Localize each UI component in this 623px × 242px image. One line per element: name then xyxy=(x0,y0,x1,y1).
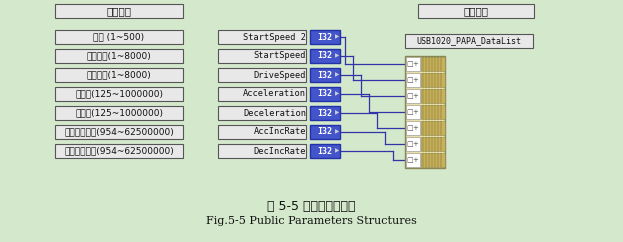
Bar xyxy=(55,106,183,120)
Text: Acceleration: Acceleration xyxy=(243,90,306,98)
Bar xyxy=(55,4,183,18)
Text: □: □ xyxy=(407,109,413,115)
Text: 倍率 (1~500): 倍率 (1~500) xyxy=(93,32,145,41)
Bar xyxy=(406,137,420,151)
Text: 初始速度(1~8000): 初始速度(1~8000) xyxy=(87,52,151,60)
Text: ▶: ▶ xyxy=(335,111,339,115)
Bar xyxy=(55,30,183,44)
Text: ▶: ▶ xyxy=(335,73,339,77)
Bar xyxy=(418,4,534,18)
Text: 硬件参数: 硬件参数 xyxy=(107,6,131,16)
Text: Deceleration: Deceleration xyxy=(243,108,306,118)
Bar xyxy=(310,49,340,63)
Text: □: □ xyxy=(407,141,413,147)
Bar xyxy=(218,68,306,82)
Bar xyxy=(310,144,340,158)
Bar xyxy=(406,89,420,103)
Bar xyxy=(218,125,306,139)
Text: +: + xyxy=(412,61,418,67)
Bar xyxy=(406,121,420,135)
Bar xyxy=(310,68,340,82)
Text: 驱动速度(1~8000): 驱动速度(1~8000) xyxy=(87,70,151,80)
Text: ▶: ▶ xyxy=(335,129,339,135)
Text: StartSpeed 2: StartSpeed 2 xyxy=(243,32,306,41)
Text: +: + xyxy=(412,93,418,99)
Bar xyxy=(55,68,183,82)
Text: DecIncRate: DecIncRate xyxy=(254,146,306,156)
Bar xyxy=(421,105,445,119)
Text: 减速度(125~1000000): 减速度(125~1000000) xyxy=(75,108,163,118)
Bar xyxy=(55,49,183,63)
Text: I32: I32 xyxy=(318,52,333,60)
Bar xyxy=(310,125,340,139)
Text: DriveSpeed: DriveSpeed xyxy=(254,70,306,80)
Bar xyxy=(406,73,420,87)
Bar xyxy=(218,144,306,158)
Bar xyxy=(310,87,340,101)
Bar xyxy=(218,87,306,101)
Text: 加速度(125~1000000): 加速度(125~1000000) xyxy=(75,90,163,98)
Bar xyxy=(310,106,340,120)
Text: I32: I32 xyxy=(318,90,333,98)
Text: □: □ xyxy=(407,61,413,67)
Bar xyxy=(218,49,306,63)
Text: I32: I32 xyxy=(318,32,333,41)
Bar xyxy=(218,106,306,120)
Bar xyxy=(405,34,533,48)
Bar xyxy=(421,57,445,71)
Bar xyxy=(421,121,445,135)
Text: ▶: ▶ xyxy=(335,149,339,153)
Text: 加速度变化率(954~62500000): 加速度变化率(954~62500000) xyxy=(64,128,174,136)
Text: USB1020_PAPA_DataList: USB1020_PAPA_DataList xyxy=(417,37,521,45)
Bar xyxy=(55,125,183,139)
Text: I32: I32 xyxy=(318,70,333,80)
Text: StartSpeed: StartSpeed xyxy=(254,52,306,60)
Text: 公用参数: 公用参数 xyxy=(464,6,488,16)
Text: ▶: ▶ xyxy=(335,35,339,39)
Text: I32: I32 xyxy=(318,146,333,156)
Text: □: □ xyxy=(407,77,413,83)
Text: +: + xyxy=(412,77,418,83)
Bar xyxy=(55,144,183,158)
Bar xyxy=(218,30,306,44)
Bar xyxy=(55,87,183,101)
Bar xyxy=(405,56,445,168)
Text: 图 5-5 公用参数结构体: 图 5-5 公用参数结构体 xyxy=(267,201,355,213)
Bar xyxy=(406,105,420,119)
Bar xyxy=(421,137,445,151)
Bar xyxy=(421,89,445,103)
Text: ▶: ▶ xyxy=(335,53,339,59)
Text: Fig.5-5 Public Parameters Structures: Fig.5-5 Public Parameters Structures xyxy=(206,216,416,226)
Text: +: + xyxy=(412,125,418,131)
Text: +: + xyxy=(412,141,418,147)
Bar xyxy=(406,57,420,71)
Text: +: + xyxy=(412,109,418,115)
Bar xyxy=(421,73,445,87)
Bar xyxy=(406,153,420,167)
Text: 减速度变化率(954~62500000): 减速度变化率(954~62500000) xyxy=(64,146,174,156)
Bar xyxy=(421,153,445,167)
Text: I32: I32 xyxy=(318,108,333,118)
Text: □: □ xyxy=(407,125,413,131)
Text: I32: I32 xyxy=(318,128,333,136)
Bar xyxy=(310,30,340,44)
Text: □: □ xyxy=(407,157,413,163)
Text: +: + xyxy=(412,157,418,163)
Text: ▶: ▶ xyxy=(335,91,339,97)
Text: □: □ xyxy=(407,93,413,99)
Text: AccIncRate: AccIncRate xyxy=(254,128,306,136)
